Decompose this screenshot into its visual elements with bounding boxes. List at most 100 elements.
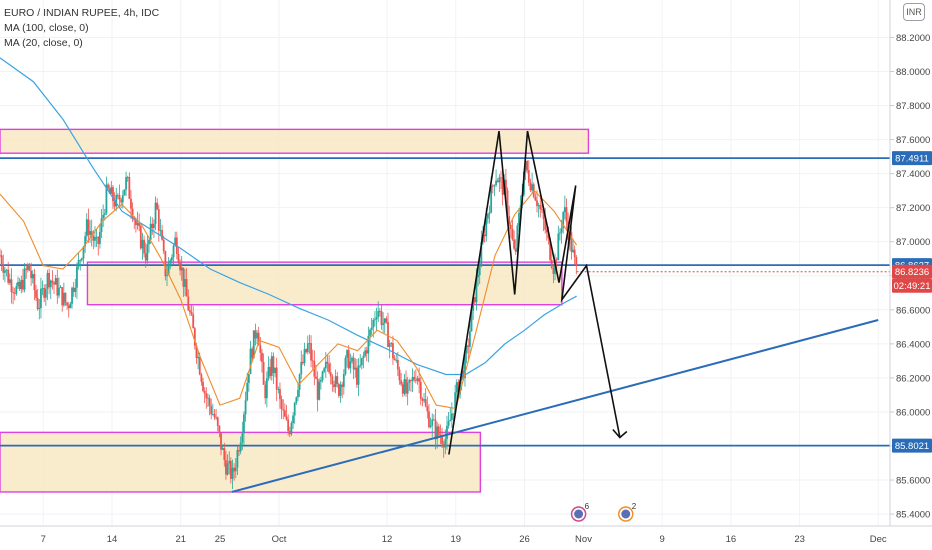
pattern-projection-path[interactable] bbox=[448, 130, 621, 455]
candle-body bbox=[123, 189, 126, 196]
candle-body bbox=[257, 332, 260, 346]
candle-body bbox=[90, 231, 93, 236]
time-axis[interactable]: 7 14 21 25 Oct 12 19 26 Nov 9 16 23 Dec bbox=[0, 525, 932, 545]
legend-ma100[interactable]: MA (100, close, 0) bbox=[4, 22, 89, 34]
candle-body bbox=[249, 348, 252, 375]
candle-body bbox=[539, 205, 542, 210]
candle-body bbox=[532, 184, 535, 197]
candle-body bbox=[562, 212, 565, 229]
x-tick-label: 7 bbox=[41, 534, 46, 545]
candle-body bbox=[570, 232, 573, 252]
candle-body bbox=[87, 219, 90, 235]
candle-body bbox=[500, 177, 502, 179]
candle-body bbox=[13, 292, 16, 294]
candle-body bbox=[261, 352, 263, 362]
candle-body bbox=[28, 264, 31, 271]
x-tick-label: 23 bbox=[794, 534, 805, 545]
candle-body bbox=[468, 331, 471, 347]
candle-body bbox=[416, 378, 419, 381]
candle-body bbox=[411, 376, 414, 382]
candle-body bbox=[264, 384, 267, 399]
candle-body bbox=[446, 425, 448, 440]
candle-body bbox=[536, 200, 538, 207]
event-flag-icon bbox=[574, 509, 584, 519]
candle-body bbox=[59, 287, 62, 288]
rising-trendline[interactable] bbox=[231, 319, 879, 493]
candle-body bbox=[17, 281, 19, 287]
candle-body bbox=[413, 376, 416, 380]
candle-body bbox=[375, 317, 378, 320]
candle-body bbox=[225, 460, 227, 475]
candle-body bbox=[454, 392, 457, 414]
candle-body bbox=[449, 419, 452, 422]
candle-body bbox=[189, 310, 191, 313]
candle-body bbox=[403, 379, 406, 394]
candle-body bbox=[496, 180, 499, 183]
candle-body bbox=[383, 318, 386, 324]
candle-body bbox=[185, 279, 188, 297]
candle-body bbox=[247, 374, 250, 383]
candle-body bbox=[316, 378, 319, 400]
candle-body bbox=[167, 263, 170, 276]
candle-body bbox=[557, 233, 560, 261]
candle-body bbox=[262, 361, 265, 385]
candle-body bbox=[572, 249, 574, 252]
candle-body bbox=[36, 297, 39, 310]
candle-body bbox=[7, 269, 10, 283]
candle-body bbox=[120, 199, 123, 203]
candle-body bbox=[541, 209, 543, 211]
candle-body bbox=[203, 390, 206, 394]
candle-body bbox=[72, 287, 75, 292]
candle-body bbox=[295, 397, 298, 403]
candle-body bbox=[169, 260, 172, 264]
candle-body bbox=[318, 381, 321, 400]
candle-body bbox=[545, 229, 548, 233]
candle-body bbox=[565, 207, 568, 222]
candle-body bbox=[509, 225, 512, 229]
candle-body bbox=[210, 405, 213, 415]
candle-body bbox=[108, 188, 111, 194]
price-label-bg bbox=[892, 151, 932, 166]
price-label-text: 85.8021 bbox=[895, 441, 929, 452]
zone-rect bbox=[0, 128, 590, 154]
candle-body bbox=[66, 302, 69, 306]
candle-body bbox=[426, 406, 429, 412]
candle-body bbox=[298, 374, 301, 390]
candle-body bbox=[41, 288, 44, 289]
candle-body bbox=[573, 249, 576, 258]
legend-ma20[interactable]: MA (20, close, 0) bbox=[4, 37, 83, 49]
candle-body bbox=[275, 367, 278, 390]
price-label-text: 87.4911 bbox=[895, 154, 929, 165]
candle-body bbox=[311, 360, 314, 362]
candle-body bbox=[421, 398, 424, 401]
candle-body bbox=[423, 399, 425, 401]
candle-body bbox=[46, 272, 49, 289]
candle-body bbox=[141, 239, 144, 249]
candle-body bbox=[513, 239, 515, 249]
candle-body bbox=[290, 423, 293, 435]
candle-body bbox=[44, 288, 47, 298]
candle-body bbox=[23, 268, 26, 290]
y-tick-label: 88.0000 bbox=[896, 67, 930, 78]
candle-body bbox=[74, 287, 77, 292]
candle-body bbox=[549, 238, 552, 260]
candle-body bbox=[144, 253, 147, 261]
candle-body bbox=[288, 431, 291, 435]
candle-body bbox=[277, 389, 280, 390]
candle-body bbox=[64, 292, 67, 303]
candle-body bbox=[349, 361, 352, 369]
currency-badge[interactable]: INR bbox=[903, 3, 925, 21]
x-tick-label: 9 bbox=[659, 534, 664, 545]
candle-body bbox=[154, 202, 157, 224]
candle-body bbox=[495, 180, 497, 186]
candle-body bbox=[61, 287, 64, 306]
candle-body bbox=[429, 425, 432, 428]
candle-body bbox=[428, 411, 430, 428]
candle-body bbox=[336, 376, 339, 385]
candle-body bbox=[103, 213, 106, 215]
candle-body bbox=[223, 448, 226, 461]
candle-body bbox=[112, 187, 114, 202]
